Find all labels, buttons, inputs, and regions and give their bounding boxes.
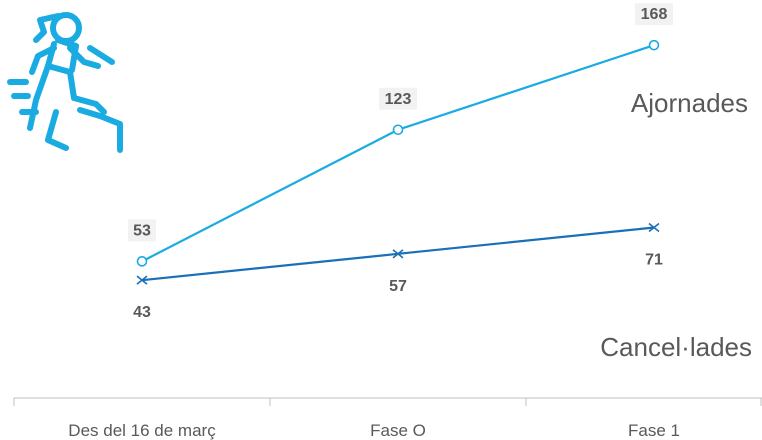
data-label: 43 xyxy=(133,304,151,321)
data-point-stroke xyxy=(136,275,148,285)
x-tick-label: Des del 16 de març xyxy=(68,421,216,440)
data-labels: 53 123 168 43 57 71 xyxy=(128,3,673,321)
data-label: 168 xyxy=(641,6,668,23)
series-names: Ajornades Cancel·lades xyxy=(600,88,752,362)
data-point xyxy=(392,249,404,259)
series-name-cancellades: Cancel·lades xyxy=(600,332,752,362)
data-point xyxy=(648,39,660,51)
data-point xyxy=(392,124,404,136)
data-label: 53 xyxy=(133,222,151,239)
series-line-1 xyxy=(141,44,655,263)
data-point xyxy=(136,256,148,267)
series-name-ajornades: Ajornades xyxy=(631,88,748,118)
data-point xyxy=(648,222,660,233)
data-label: 57 xyxy=(389,278,407,295)
x-axis: Des del 16 de març Fase O Fase 1 xyxy=(13,397,762,440)
data-label-bg xyxy=(128,219,156,242)
data-label-bg xyxy=(379,87,417,110)
data-point xyxy=(136,275,148,285)
series-lines xyxy=(136,39,660,285)
data-point-stroke xyxy=(392,249,404,259)
data-point-stroke xyxy=(648,222,660,233)
x-tick-label: Fase O xyxy=(370,421,426,440)
data-label: 123 xyxy=(385,91,412,108)
data-label-bg xyxy=(635,3,673,26)
data-label: 71 xyxy=(645,252,663,269)
running-person-icon xyxy=(7,12,123,153)
x-tick-label: Fase 1 xyxy=(628,421,680,440)
